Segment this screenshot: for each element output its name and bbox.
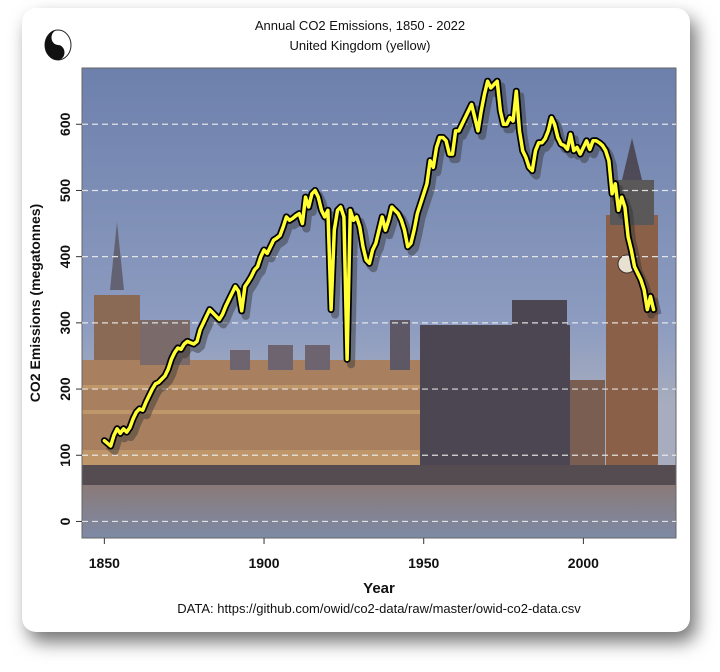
gridlines xyxy=(82,123,676,523)
x-tick-label: 1850 xyxy=(89,555,120,571)
y-tick-label: 300 xyxy=(57,311,73,335)
y-axis-label: CO2 Emissions (megatonnes) xyxy=(27,204,43,402)
y-tick-label: 600 xyxy=(57,112,73,136)
y-tick-label: 500 xyxy=(57,179,73,203)
series-line-united-kingdom xyxy=(102,79,656,448)
y-tick-label: 400 xyxy=(57,245,73,269)
data-source-caption: DATA: https://github.com/owid/co2-data/r… xyxy=(177,601,581,616)
x-tick-label: 1950 xyxy=(408,555,439,571)
chart-title: Annual CO2 Emissions, 1850 - 2022 xyxy=(255,18,465,33)
series-united-kingdom xyxy=(100,77,662,455)
y-tick-label: 200 xyxy=(57,377,73,401)
x-axis-label: Year xyxy=(363,580,395,597)
y-tick-label: 0 xyxy=(57,517,73,525)
logo-icon xyxy=(44,29,72,61)
x-axis: 1850 1900 1950 2000 xyxy=(89,538,599,571)
plot-frame xyxy=(81,67,677,539)
chart-subtitle: United Kingdom (yellow) xyxy=(290,38,431,53)
y-axis: 0 100 200 300 400 500 600 xyxy=(57,112,82,525)
x-tick-label: 1900 xyxy=(248,555,279,571)
x-tick-label: 2000 xyxy=(568,555,599,571)
y-tick-label: 100 xyxy=(57,443,73,467)
